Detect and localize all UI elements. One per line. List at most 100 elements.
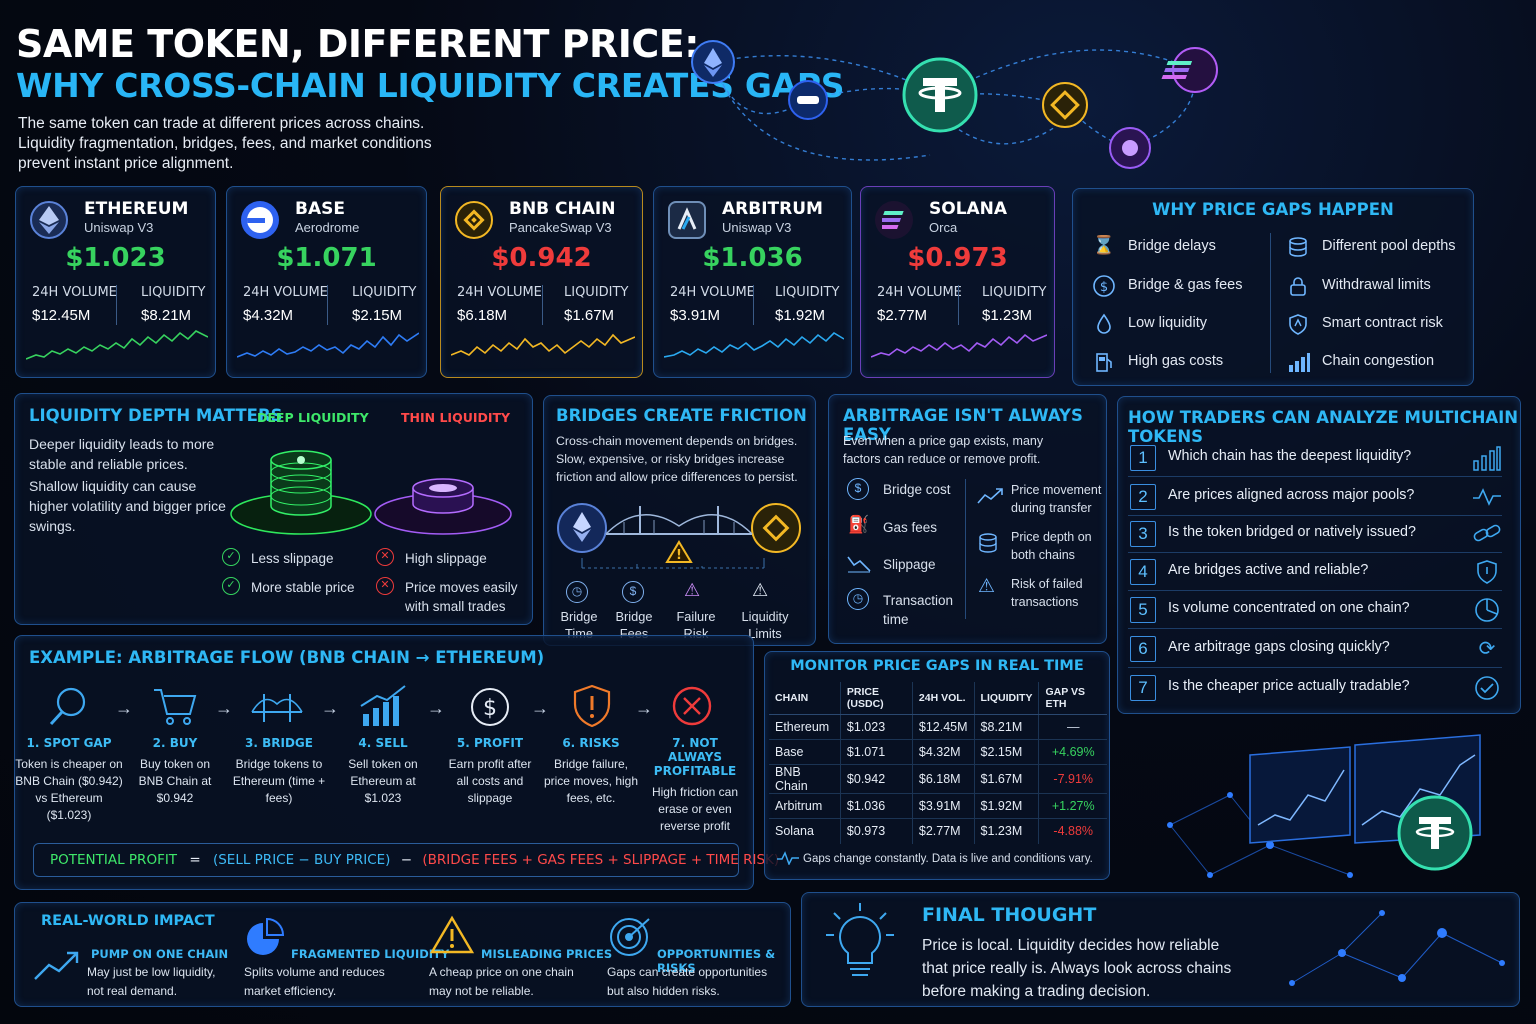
question-row[interactable]: 4 Are bridges active and reliable? <box>1128 555 1502 591</box>
column-header: GAP VS ETH <box>1038 682 1107 715</box>
question-row[interactable]: 2 Are prices aligned across major pools? <box>1128 480 1502 516</box>
lightbulb-icon <box>824 901 896 996</box>
chain-card-base[interactable]: BASE Aerodrome $1.071 24H VOLUME LIQUIDI… <box>226 186 427 378</box>
chain-card-ethereum[interactable]: ETHEREUM Uniswap V3 $1.023 24H VOLUME LI… <box>15 186 216 378</box>
link-icon <box>1472 521 1502 549</box>
dollar-icon: $ <box>847 478 869 500</box>
cart-icon <box>152 686 198 733</box>
hourglass-icon: ⌛ <box>1092 235 1116 255</box>
chain-name: BNB CHAIN <box>509 199 616 219</box>
monitor-note: Gaps change constantly. Data is live and… <box>803 853 1093 865</box>
chain-name: ARBITRUM <box>722 199 823 219</box>
dashboard-graphic <box>1167 734 1481 878</box>
question-row[interactable]: 7 Is the cheaper price actually tradable? <box>1128 671 1502 707</box>
why-item: Withdrawal limits <box>1322 277 1431 293</box>
chain-dex: Uniswap V3 <box>722 220 792 235</box>
chain-card-bnb[interactable]: BNB CHAIN PancakeSwap V3 $0.942 24H VOLU… <box>440 186 643 378</box>
why-item: Bridge delays <box>1128 238 1216 254</box>
x-icon: ✕ <box>376 548 394 566</box>
table-row[interactable]: Arbitrum $1.036 $3.91M $1.92M +1.27% <box>769 793 1107 819</box>
arrow-icon: → <box>635 698 653 718</box>
sparkline <box>237 332 419 358</box>
trend-icon <box>977 487 1003 510</box>
question-row[interactable]: 6 Are arbitrage gaps closing quickly? ⟳ <box>1128 632 1502 668</box>
bridge-factor: Liquidity Limits <box>741 609 789 641</box>
table-row[interactable]: Solana $0.973 $2.77M $1.23M -4.88% <box>769 818 1107 844</box>
liquidity-label: LIQUIDITY <box>982 285 1047 300</box>
table-row[interactable]: Ethereum $1.023 $12.45M $8.21M — <box>769 714 1107 740</box>
final-thought-title: FINAL THOUGHT <box>922 904 1097 926</box>
bridge-graphic: ! <box>557 503 801 569</box>
table-cell: Solana <box>769 818 841 844</box>
target-icon <box>607 915 653 962</box>
analyze-panel: HOW TRADERS CAN ANALYZE MULTICHAIN TOKEN… <box>1117 396 1521 714</box>
growth-chart-icon <box>359 684 409 733</box>
warning-icon: ⚠ <box>684 580 701 600</box>
bridge-icon <box>250 686 304 733</box>
arbitrage-flow-panel: EXAMPLE: ARBITRAGE FLOW (BNB CHAIN → ETH… <box>14 635 779 890</box>
table-row[interactable]: Base $1.071 $4.32M $2.15M +4.69% <box>769 739 1107 765</box>
flow-step-desc: Bridge failure, price moves, high fees, … <box>543 757 639 805</box>
why-item: Bridge & gas fees <box>1128 277 1243 293</box>
liquidity-value: $1.92M <box>775 307 826 324</box>
impact-panel: REAL-WORLD IMPACT PUMP ON ONE CHAIN May … <box>14 902 791 1007</box>
network-map-graphic <box>691 40 1218 169</box>
bridges-desc: Cross-chain movement depends on bridges.… <box>556 434 798 484</box>
question-number: 2 <box>1130 484 1156 510</box>
question-row[interactable]: 5 Is volume concentrated on one chain? <box>1128 593 1502 629</box>
question-row[interactable]: 1 Which chain has the deepest liquidity? <box>1128 441 1502 477</box>
table-cell: $1.036 <box>839 793 913 819</box>
volume-value: $12.45M <box>32 307 91 324</box>
why-item: Different pool depths <box>1322 238 1456 254</box>
question-number: 3 <box>1130 521 1156 547</box>
flow-step: 5. PROFIT Earn profit after all costs and… <box>443 736 537 807</box>
volume-label: 24H VOLUME <box>243 285 328 300</box>
flow-step-title: 5. PROFIT <box>456 736 524 750</box>
ethereum-node-icon <box>691 40 735 84</box>
flow-step: 4. SELL Sell token on Ethereum at $1.023 <box>335 736 431 807</box>
arbitrage-panel: ARBITRAGE ISN'T ALWAYS EASY Even when a … <box>828 394 1107 644</box>
table-cell: BNB Chain <box>769 764 841 794</box>
table-cell: Ethereum <box>769 714 841 740</box>
chain-dex: Orca <box>929 220 958 235</box>
dollar-icon: $ <box>1091 274 1117 300</box>
why-item: Chain congestion <box>1322 353 1435 369</box>
arrow-icon: → <box>321 698 339 718</box>
sparkline <box>451 333 635 356</box>
dollar-icon: $ <box>622 581 644 603</box>
section-title: HOW TRADERS CAN ANALYZE MULTICHAIN TOKEN… <box>1128 408 1519 446</box>
table-row[interactable]: BNB Chain $0.942 $6.18M $1.67M -7.91% <box>769 764 1107 794</box>
question-row[interactable]: 3 Is the token bridged or natively issued… <box>1128 517 1502 553</box>
impact-desc: Gaps can create opportunities but also h… <box>607 965 768 998</box>
impact-title: OPPORTUNITIES & RISKS <box>657 947 776 975</box>
formula-equals: = <box>189 852 201 868</box>
final-thought-text: Price is local. Liquidity decides how re… <box>922 937 1232 1000</box>
chain-name: ETHEREUM <box>84 199 189 219</box>
refresh-icon: ⟳ <box>1478 638 1496 660</box>
chain-dex: PancakeSwap V3 <box>509 220 612 235</box>
divider <box>326 285 328 325</box>
chain-card-solana[interactable]: SOLANA Orca $0.973 24H VOLUME LIQUIDITY … <box>860 186 1055 378</box>
arbitrage-factor: Gas fees <box>883 520 938 535</box>
why-item: Smart contract risk <box>1322 315 1443 331</box>
chain-dex: Uniswap V3 <box>84 220 154 235</box>
table-cell: $2.15M <box>973 739 1039 765</box>
question-text: Are prices aligned across major pools? <box>1168 487 1415 503</box>
question-text: Are bridges active and reliable? <box>1168 562 1369 578</box>
ethereum-icon <box>30 201 68 239</box>
column-header: 24H VOL. <box>911 682 975 715</box>
impact-desc: May just be low liquidity, not real dema… <box>87 965 216 998</box>
check-icon: ✓ <box>222 548 240 566</box>
bnb-icon <box>455 201 493 239</box>
warning-icon: ⚠ <box>978 576 996 597</box>
formula-costs: (BRIDGE FEES + GAS FEES + SLIPPAGE + TIM… <box>422 852 780 868</box>
divider <box>541 285 543 325</box>
flow-step-desc: Bridge tokens to Ethereum (time + fees) <box>232 757 326 805</box>
table-cell: $1.92M <box>973 793 1039 819</box>
svg-text:$: $ <box>483 696 497 721</box>
thin-point: Price moves easily with small trades <box>405 580 518 614</box>
deep-point: More stable price <box>251 580 355 595</box>
thin-point: High slippage <box>405 551 487 566</box>
chain-card-arbitrum[interactable]: ARBITRUM Uniswap V3 $1.036 24H VOLUME LI… <box>653 186 852 378</box>
flow-step-desc: Buy token on BNB Chain at $0.942 <box>138 757 212 805</box>
